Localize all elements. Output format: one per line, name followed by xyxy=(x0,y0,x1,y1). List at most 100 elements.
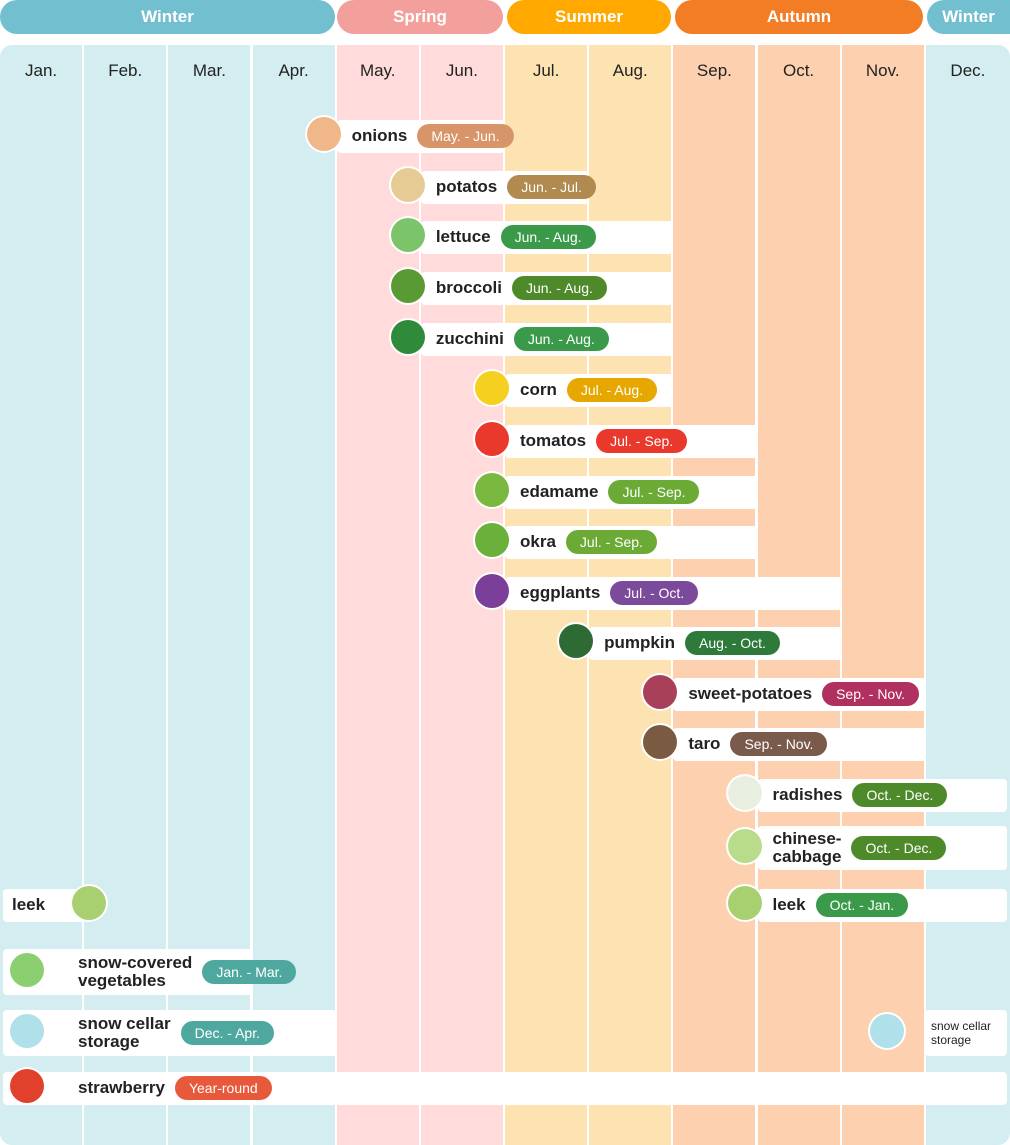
vegetable-row: chinese- cabbage Oct. - Dec. xyxy=(757,826,1007,870)
broccoli-icon xyxy=(390,269,425,303)
vegetable-name: taro xyxy=(688,734,721,753)
period-badge: Jan. - Mar. xyxy=(202,960,297,984)
month-label: Feb. xyxy=(108,61,143,80)
chinese-cabbage-icon xyxy=(727,829,762,863)
period-badge: Jun. - Jul. xyxy=(507,175,596,199)
corn-icon xyxy=(475,371,509,405)
vegetable-row: leek xyxy=(3,888,85,922)
vegetable-name: strawberry xyxy=(78,1078,165,1097)
vegetable-row: onions May. - Jun. xyxy=(336,119,514,153)
vegetable-name: broccoli xyxy=(435,278,502,297)
vegetable-name: leek xyxy=(12,895,46,914)
month-label: Sep. xyxy=(696,61,732,80)
snow-cabbage-icon xyxy=(10,953,44,987)
vegetable-name: sweet-potatoes xyxy=(688,684,813,703)
month-label: Apr. xyxy=(278,61,309,80)
vegetable-name: eggplants xyxy=(520,583,601,602)
period-badge: Aug. - Oct. xyxy=(685,631,780,655)
lettuce-icon xyxy=(390,218,425,252)
month-label: Jan. xyxy=(25,61,58,80)
vegetable-row: snow cellar storage Dec. - Apr. xyxy=(3,1010,337,1056)
period-badge: Jun. - Aug. xyxy=(513,327,609,351)
zucchini-icon xyxy=(390,320,425,354)
month-label: Nov. xyxy=(865,61,900,80)
vegetable-row: leek Oct. - Jan. xyxy=(757,888,1007,922)
potato-icon xyxy=(390,168,425,202)
period-badge: Jul. - Sep. xyxy=(596,429,688,453)
period-badge: Dec. - Apr. xyxy=(180,1021,274,1045)
period-badge: Jul. - Sep. xyxy=(565,530,657,554)
vegetable-row: tomatos Jul. - Sep. xyxy=(505,424,758,458)
season-winter: Winter xyxy=(927,0,1010,34)
month-column: May. xyxy=(336,45,419,1145)
month-label: Jul. xyxy=(532,61,560,80)
calendar-grid: Jan. Feb. Mar. Apr. May. Jun. Jul. Aug. Sep. Oct.… xyxy=(0,45,1010,1145)
month-label: May. xyxy=(359,61,396,80)
vegetable-row: sweet-potatoes Sep. - Nov. xyxy=(673,677,926,711)
vegetable-row: pumpkin Aug. - Oct. xyxy=(589,626,842,660)
tomato-icon xyxy=(475,422,509,456)
season-autumn: Autumn xyxy=(675,0,923,34)
vegetable-row: corn Jul. - Aug. xyxy=(505,373,674,407)
vegetable-name: leek xyxy=(772,895,806,914)
vegetable-name: zucchini xyxy=(435,329,504,348)
vegetable-name: snow cellar storage xyxy=(931,1019,992,1047)
month-column: Nov. xyxy=(841,45,924,1145)
period-badge: Jul. - Aug. xyxy=(566,378,658,402)
vegetable-row: broccoli Jun. - Aug. xyxy=(420,271,674,305)
sweet-potato-icon xyxy=(643,675,678,709)
strawberry-icon xyxy=(10,1069,44,1103)
vegetable-row: taro Sep. - Nov. xyxy=(673,727,926,761)
pumpkin-icon xyxy=(559,624,594,658)
taro-icon xyxy=(643,725,678,759)
vegetable-name: tomatos xyxy=(520,431,587,450)
vegetable-name: corn xyxy=(520,380,557,399)
vegetable-row: zucchini Jun. - Aug. xyxy=(420,322,674,356)
edamame-icon xyxy=(475,473,509,507)
eggplant-icon xyxy=(475,574,509,608)
season-spring: Spring xyxy=(337,0,503,34)
period-badge: May. - Jun. xyxy=(417,124,514,148)
radish-icon xyxy=(727,776,762,810)
season-summer: Summer xyxy=(507,0,671,34)
vegetable-row: snow-covered vegetables Jan. - Mar. xyxy=(3,949,297,995)
vegetable-name: pumpkin xyxy=(604,633,675,652)
vegetable-name: radishes xyxy=(772,785,843,804)
month-column: Dec. xyxy=(925,45,1010,1145)
period-badge: Year-round xyxy=(174,1076,272,1100)
vegetable-row: snow cellar storage xyxy=(925,1010,1007,1056)
vegetable-row: radishes Oct. - Dec. xyxy=(757,778,1007,812)
vegetable-row: eggplants Jul. - Oct. xyxy=(505,576,842,610)
vegetable-name: potatos xyxy=(435,177,498,196)
month-label: Jun. xyxy=(445,61,478,80)
onion-icon xyxy=(306,117,341,151)
leek-icon xyxy=(72,886,106,920)
vegetable-row: lettuce Jun. - Aug. xyxy=(420,220,674,254)
period-badge: Oct. - Dec. xyxy=(851,836,947,860)
vegetable-row: okra Jul. - Sep. xyxy=(505,525,758,559)
period-badge: Sep. - Nov. xyxy=(730,732,828,756)
snow-radish-icon xyxy=(870,1014,904,1048)
leek-icon xyxy=(727,886,762,920)
vegetable-row: strawberry Year-round xyxy=(3,1071,1007,1105)
vegetable-name: chinese- cabbage xyxy=(772,829,842,866)
vegetable-name: onions xyxy=(351,126,408,145)
season-winter: Winter xyxy=(0,0,335,34)
vegetable-name: edamame xyxy=(520,482,599,501)
month-label: Aug. xyxy=(612,61,648,80)
period-badge: Jul. - Sep. xyxy=(608,480,700,504)
snow-radish-icon xyxy=(10,1014,44,1048)
vegetable-name: snow-covered vegetables xyxy=(78,953,193,990)
period-badge: Oct. - Jan. xyxy=(815,893,909,917)
okra-icon xyxy=(475,523,509,557)
vegetable-row: edamame Jul. - Sep. xyxy=(505,475,758,509)
vegetable-row: potatos Jun. - Jul. xyxy=(420,170,596,204)
month-label: Dec. xyxy=(950,61,986,80)
vegetable-name: snow cellar storage xyxy=(78,1014,171,1051)
vegetable-name: okra xyxy=(520,532,556,551)
month-label: Mar. xyxy=(192,61,226,80)
vegetable-name: lettuce xyxy=(435,227,491,246)
period-badge: Oct. - Dec. xyxy=(852,783,948,807)
period-badge: Jun. - Aug. xyxy=(500,225,596,249)
